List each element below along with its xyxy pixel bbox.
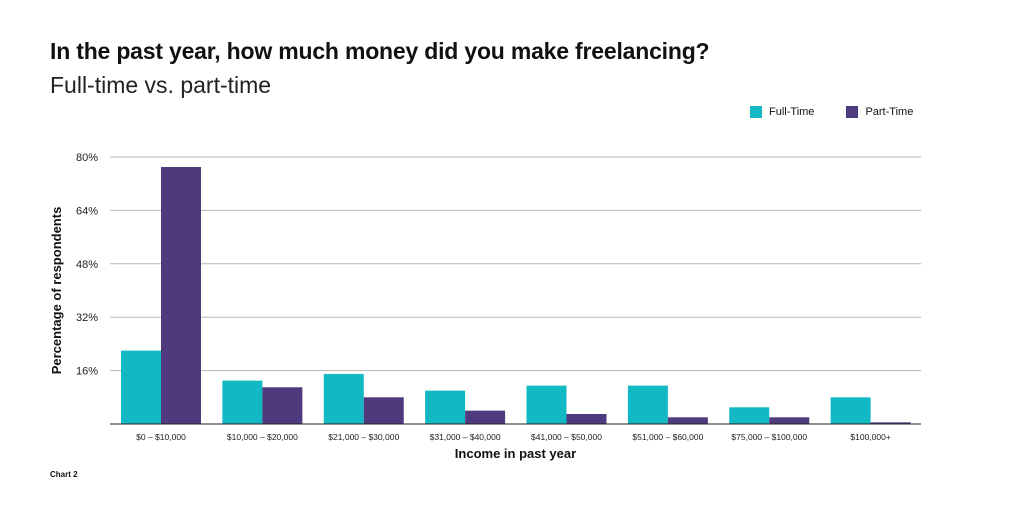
- x-tick-label: $51,000 – $60,000: [632, 432, 703, 442]
- legend-item-part-time: Part-Time: [846, 106, 913, 118]
- x-tick-label: $10,000 – $20,000: [227, 432, 298, 442]
- bar-full-time: [729, 407, 770, 424]
- bar-part-time: [465, 410, 506, 424]
- legend-swatch-part-time: [846, 106, 859, 118]
- bar-full-time: [830, 397, 871, 424]
- bar-part-time: [262, 387, 303, 424]
- legend-label-full-time: Full-Time: [769, 106, 815, 118]
- legend: Full-Time Part-Time: [750, 106, 913, 118]
- chart-number-label: Chart 2: [50, 470, 78, 479]
- bar-full-time: [627, 385, 668, 424]
- y-tick-label: 80%: [76, 152, 98, 164]
- bar-full-time: [425, 390, 466, 424]
- x-tick-label: $100,000+: [850, 432, 890, 442]
- x-axis-title: Income in past year: [455, 446, 576, 461]
- y-axis-title: Percentage of respondents: [49, 207, 64, 375]
- y-tick-label: 64%: [76, 205, 98, 217]
- bar-part-time: [870, 422, 911, 424]
- x-tick-label: $0 – $10,000: [136, 432, 186, 442]
- x-tick-label: $41,000 – $50,000: [531, 432, 602, 442]
- chart-subtitle: Full-time vs. part-time: [50, 72, 272, 98]
- y-tick-label: 32%: [76, 312, 98, 324]
- legend-item-full-time: Full-Time: [750, 106, 814, 118]
- legend-label-part-time: Part-Time: [865, 106, 914, 118]
- x-tick-label: $21,000 – $30,000: [328, 432, 399, 442]
- bar-full-time: [222, 380, 263, 424]
- bar-part-time: [363, 397, 404, 424]
- x-tick-label: $75,000 – $100,000: [731, 432, 807, 442]
- bar-full-time: [526, 385, 567, 424]
- x-tick-label: $31,000 – $40,000: [430, 432, 501, 442]
- legend-swatch-full-time: [750, 106, 762, 118]
- chart-title: In the past year, how much money did you…: [50, 38, 710, 64]
- y-tick-label: 16%: [76, 366, 98, 378]
- y-tick-label: 48%: [76, 259, 98, 271]
- bar-full-time: [121, 350, 161, 424]
- bar-part-time: [566, 413, 607, 424]
- bar-part-time: [769, 417, 810, 424]
- bar-full-time: [323, 373, 364, 424]
- bar-part-time: [667, 417, 708, 424]
- bar-part-time: [161, 167, 201, 424]
